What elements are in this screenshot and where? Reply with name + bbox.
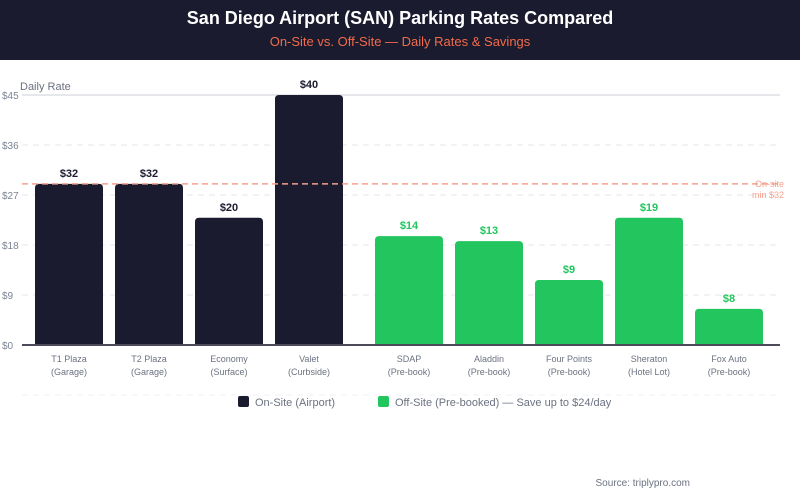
- data-label: $13: [480, 225, 498, 237]
- legend-swatch-onsite: [238, 396, 249, 407]
- x-tick-label: T2 Plaza: [131, 354, 167, 364]
- x-tick-sublabel: (Garage): [131, 367, 167, 377]
- x-tick-label: Fox Auto: [711, 354, 747, 364]
- y-tick-label: $27: [2, 191, 19, 202]
- x-tick-sublabel: (Surface): [210, 367, 247, 377]
- bar-four-points: [535, 280, 603, 345]
- x-tick-label: Four Points: [546, 354, 593, 364]
- bar-aladdin: [455, 241, 523, 345]
- y-axis-label: Daily Rate: [20, 81, 71, 93]
- reference-label: min $32: [752, 190, 784, 200]
- bar-sheraton: [615, 217, 683, 345]
- legend-swatch-offsite: [378, 396, 389, 407]
- data-label: $20: [220, 202, 238, 214]
- x-tick-sublabel: (Pre-book): [388, 367, 431, 377]
- y-tick-label: $0: [2, 341, 14, 352]
- x-tick-label: Aladdin: [474, 354, 504, 364]
- data-label: $19: [640, 202, 658, 214]
- x-tick-sublabel: (Curbside): [288, 367, 330, 377]
- source-note: Source: triplypro.com: [595, 478, 690, 489]
- x-tick-label: Economy: [210, 354, 248, 364]
- legend-label: On-Site (Airport): [255, 397, 335, 409]
- bar-valet: [275, 95, 343, 345]
- x-tick-sublabel: (Pre-book): [468, 367, 511, 377]
- data-label: $8: [723, 293, 735, 305]
- data-label: $40: [300, 79, 318, 91]
- chart-subtitle: On-Site vs. Off-Site — Daily Rates & Sav…: [269, 34, 531, 49]
- y-tick-label: $18: [2, 241, 19, 252]
- legend-label: Off-Site (Pre-booked) — Save up to $24/d…: [395, 397, 612, 409]
- bar-t2-plaza: [115, 183, 183, 345]
- x-tick-label: SDAP: [397, 354, 422, 364]
- data-label: $32: [140, 168, 158, 180]
- data-label: $9: [563, 264, 575, 276]
- x-tick-label: Sheraton: [631, 354, 668, 364]
- y-tick-label: $9: [2, 291, 14, 302]
- bar-fox-auto: [695, 308, 763, 345]
- bar-economy: [195, 217, 263, 345]
- chart-header: San Diego Airport (SAN) Parking Rates Co…: [0, 0, 800, 60]
- x-tick-label: T1 Plaza: [51, 354, 87, 364]
- y-tick-label: $36: [2, 141, 19, 152]
- y-tick-label: $45: [2, 91, 19, 102]
- x-tick-sublabel: (Pre-book): [708, 367, 751, 377]
- data-label: $14: [400, 220, 419, 232]
- x-tick-sublabel: (Garage): [51, 367, 87, 377]
- x-tick-label: Valet: [299, 354, 319, 364]
- reference-label: On-site: [755, 179, 784, 189]
- x-tick-sublabel: (Hotel Lot): [628, 367, 670, 377]
- data-label: $32: [60, 168, 78, 180]
- x-tick-sublabel: (Pre-book): [548, 367, 591, 377]
- chart-title: San Diego Airport (SAN) Parking Rates Co…: [186, 8, 614, 28]
- bar-t1-plaza: [35, 183, 103, 345]
- bar-sdap: [375, 236, 443, 345]
- bar-chart: Daily Rate $0 $9 $18 $27 $36 $45 $32 T1 Plaza (Ga…: [2, 79, 784, 409]
